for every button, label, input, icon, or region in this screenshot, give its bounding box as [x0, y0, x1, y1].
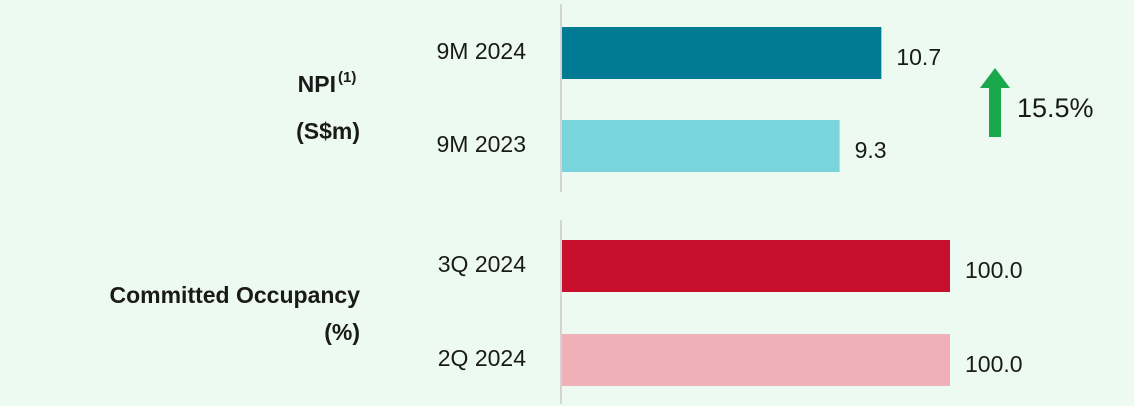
value-label: 10.7 — [896, 44, 941, 70]
group-unit: (%) — [324, 319, 360, 345]
group-unit: (S$m) — [296, 118, 360, 144]
bar — [562, 120, 840, 172]
bar — [562, 240, 950, 292]
category-label: 2Q 2024 — [438, 345, 526, 371]
group-title: NPI — [298, 71, 336, 97]
value-label: 100.0 — [965, 351, 1023, 377]
bar — [562, 334, 950, 386]
category-label: 3Q 2024 — [438, 251, 526, 277]
footnote-ref: (1) — [338, 69, 356, 86]
category-label: 9M 2024 — [436, 38, 526, 64]
increase-arrow — [980, 68, 1010, 137]
change-annotation: 15.5% — [1017, 93, 1094, 123]
category-label: 9M 2023 — [436, 131, 526, 157]
bar — [562, 27, 882, 79]
group-title: Committed Occupancy — [110, 282, 361, 308]
value-label: 100.0 — [965, 257, 1023, 283]
value-label: 9.3 — [855, 137, 887, 163]
